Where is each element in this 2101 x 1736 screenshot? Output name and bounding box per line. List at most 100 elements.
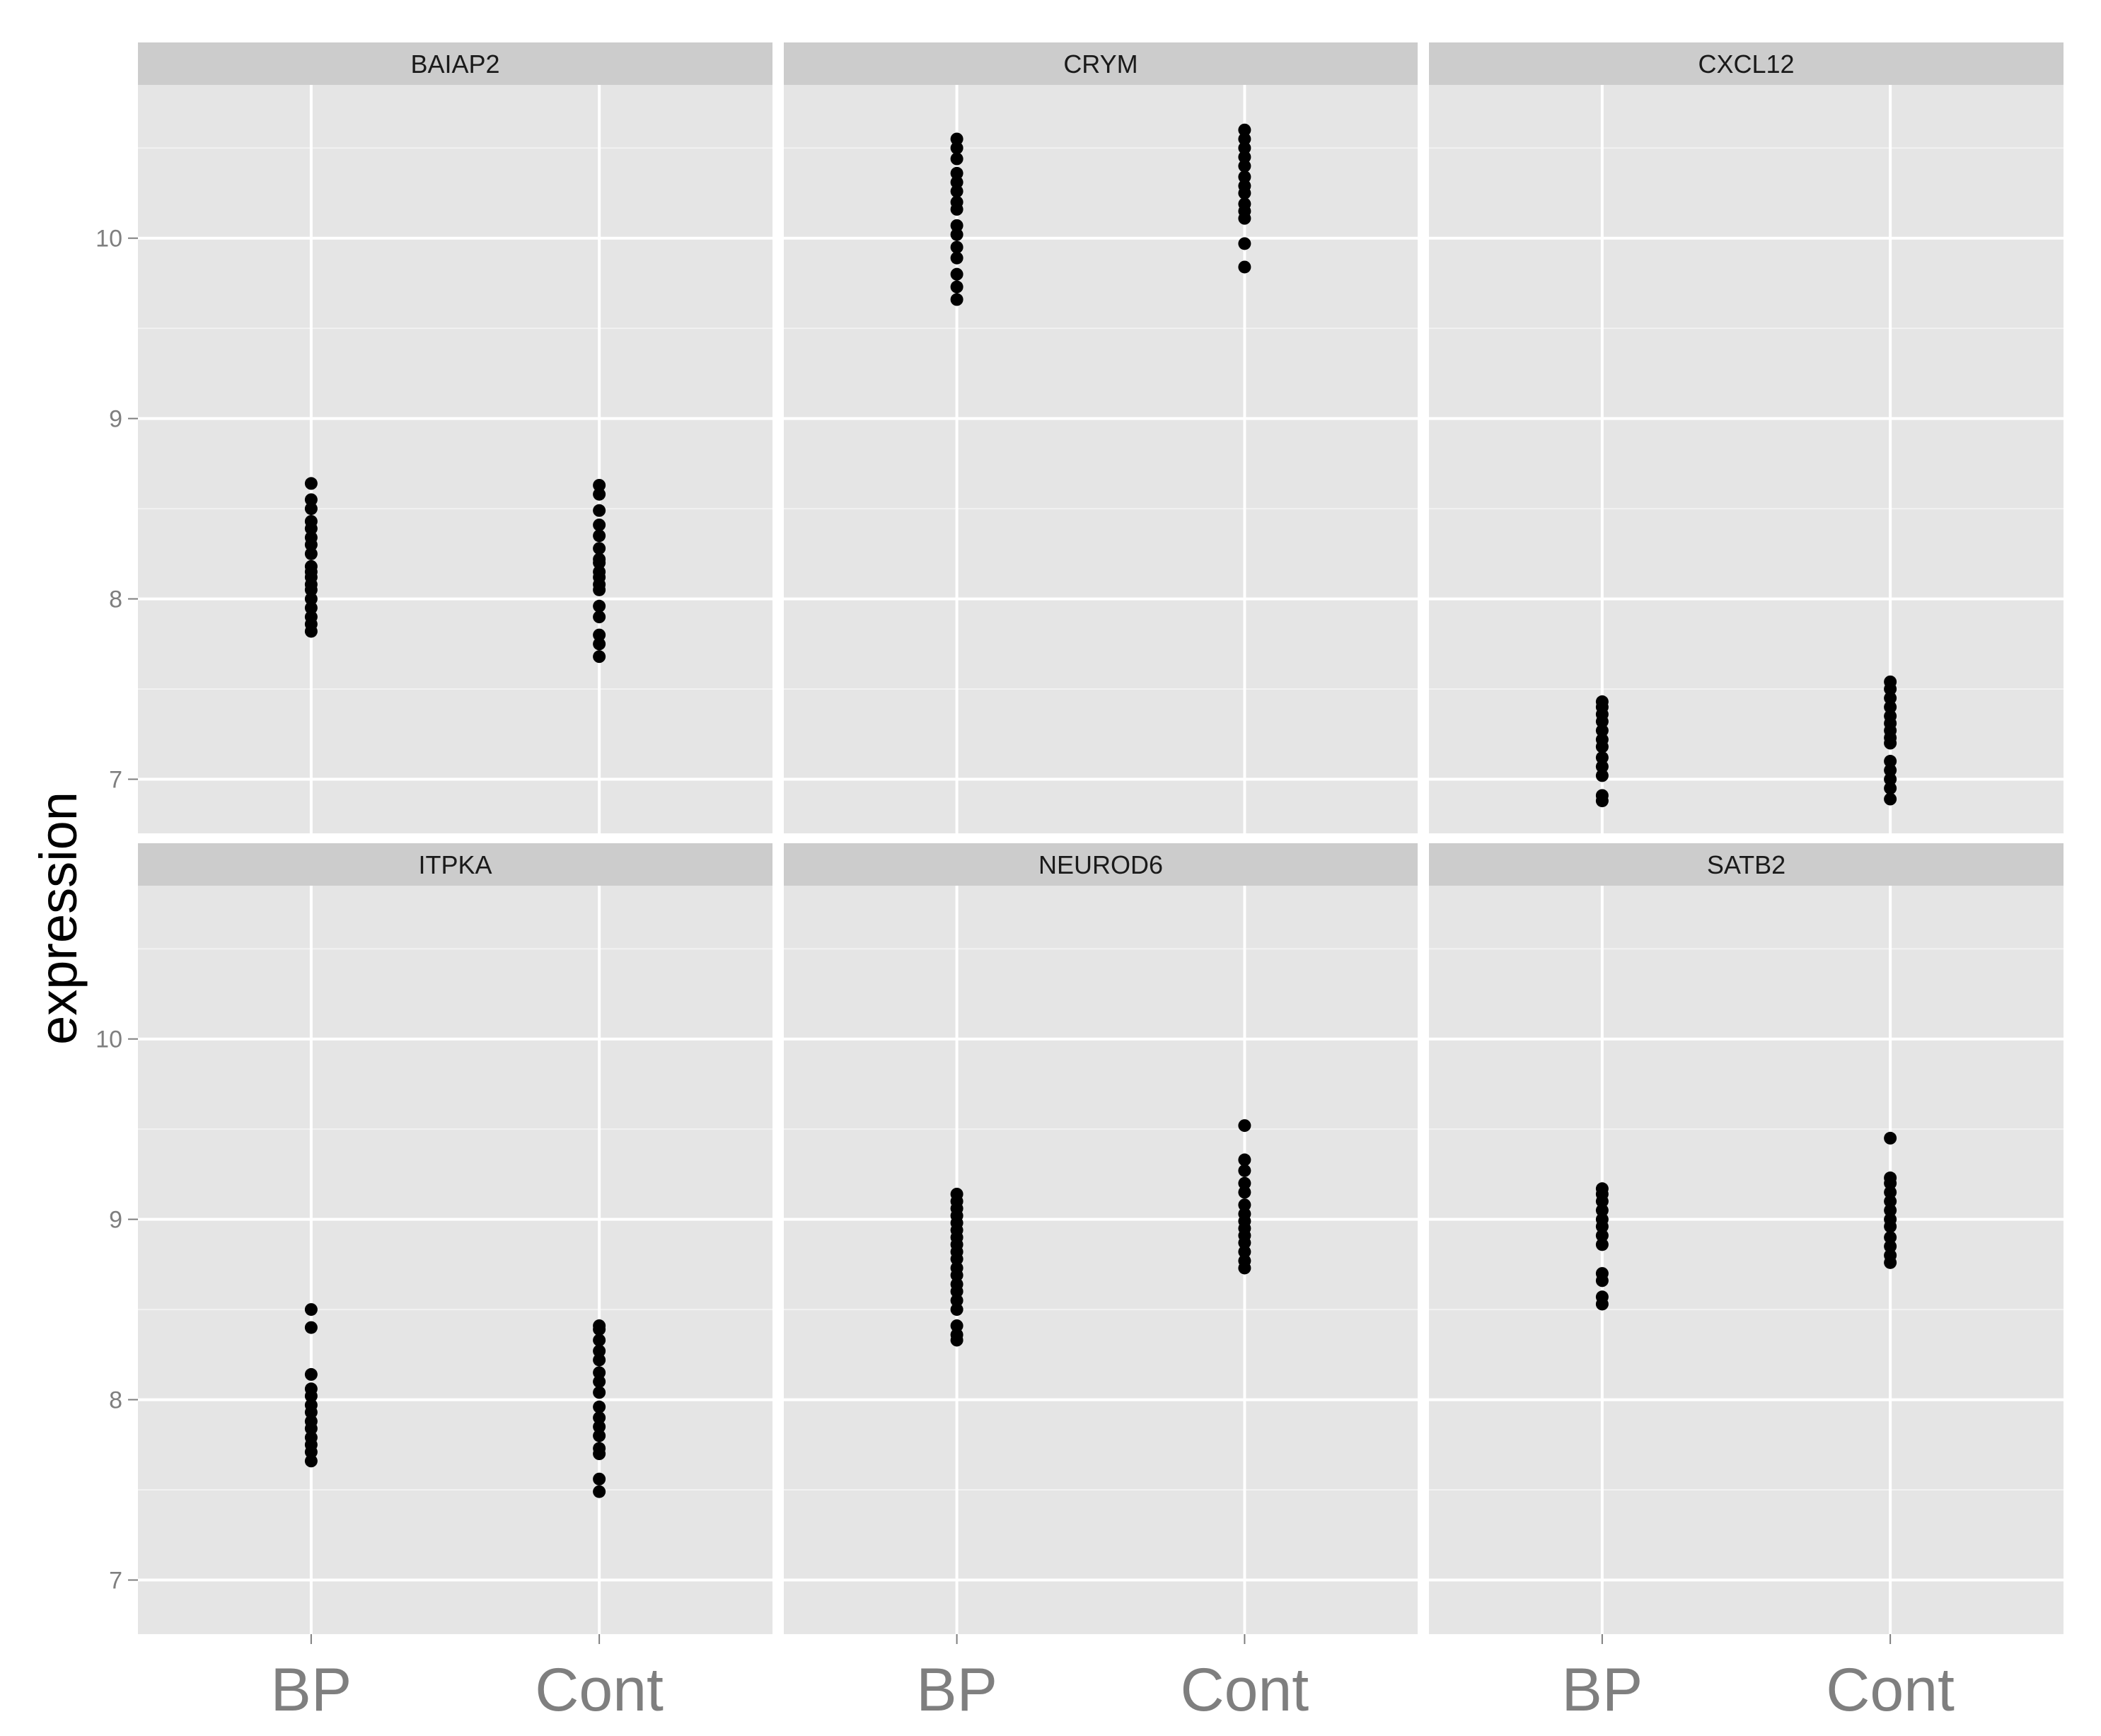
data-point-cont: [1238, 179, 1251, 192]
data-point-cont: [593, 529, 606, 543]
data-point-cont: [593, 1429, 606, 1442]
data-point-bp: [304, 547, 318, 560]
data-point-cont: [1238, 1245, 1251, 1258]
data-point-bp: [1595, 1182, 1609, 1196]
data-point-cont: [1884, 1186, 1897, 1199]
data-point-cont: [1238, 170, 1251, 184]
data-point-bp: [304, 1399, 318, 1412]
data-point-cont: [1884, 1131, 1897, 1145]
data-point-bp: [1595, 789, 1609, 802]
data-point-cont: [593, 1472, 606, 1486]
data-point-cont: [1884, 1195, 1897, 1208]
data-point-bp: [950, 175, 963, 189]
data-point-cont: [1238, 1254, 1251, 1268]
data-point-bp: [950, 1303, 963, 1317]
data-point-cont: [1238, 1119, 1251, 1133]
panel-background: [784, 85, 1418, 833]
data-point-cont: [1238, 1186, 1251, 1199]
data-point-bp: [1595, 769, 1609, 782]
data-point-cont: [593, 519, 606, 532]
data-point-cont: [1238, 123, 1251, 137]
data-point-bp: [304, 514, 318, 528]
facet-title: CXCL12: [1698, 50, 1794, 79]
data-point-bp: [304, 611, 318, 624]
data-point-cont: [593, 637, 606, 651]
data-point-bp: [1595, 1267, 1609, 1280]
axes: 7 8 9 10 7 8 9 10 BP Cont BP Cont BP Cont: [96, 226, 1955, 1724]
facet-crym: CRYM: [784, 42, 1418, 833]
y-tick-label: 7: [109, 1568, 122, 1595]
data-point-bp: [304, 1415, 318, 1428]
panel-background: [1429, 85, 2064, 833]
data-point-bp: [950, 280, 963, 294]
y-tick-label: 9: [109, 406, 122, 433]
data-point-cont: [593, 1411, 606, 1425]
data-point-bp: [1595, 751, 1609, 764]
data-point-cont: [593, 628, 606, 642]
data-point-cont: [1238, 1176, 1251, 1190]
y-tick-label: 8: [109, 1387, 122, 1414]
data-point-bp: [304, 531, 318, 544]
data-point-bp: [950, 241, 963, 254]
data-point-cont: [593, 487, 606, 501]
y-tick-label: 7: [109, 767, 122, 794]
data-point-cont: [593, 1420, 606, 1433]
data-point-cont: [1884, 792, 1897, 806]
facet-strip: [138, 42, 772, 85]
data-point-cont: [1884, 1203, 1897, 1217]
data-point-cont: [1238, 237, 1251, 250]
data-point-cont: [593, 1344, 606, 1358]
data-point-cont: [1884, 710, 1897, 723]
data-point-cont: [593, 1386, 606, 1399]
data-point-cont: [593, 478, 606, 492]
data-point-bp: [304, 1454, 318, 1468]
data-point-bp: [1595, 1238, 1609, 1251]
data-point-cont: [1884, 782, 1897, 795]
data-point-bp: [950, 1278, 963, 1291]
x-tick-label: BP: [1562, 1656, 1643, 1724]
panel-background: [784, 886, 1418, 1634]
data-point-cont: [1884, 1249, 1897, 1262]
panel-background: [138, 85, 772, 833]
data-point-cont: [1238, 159, 1251, 173]
data-point-cont: [593, 1400, 606, 1413]
data-point-cont: [1884, 763, 1897, 777]
data-point-cont: [593, 504, 606, 517]
data-point-cont: [593, 650, 606, 664]
x-tick-label: Cont: [535, 1656, 664, 1724]
x-tick-label: Cont: [1826, 1656, 1955, 1724]
data-point-cont: [593, 565, 606, 579]
data-point-cont: [1884, 1231, 1897, 1244]
data-point-cont: [1884, 755, 1897, 768]
data-point-bp: [950, 1328, 963, 1341]
data-point-bp: [1595, 724, 1609, 737]
data-point-bp: [950, 228, 963, 241]
data-point-bp: [950, 1187, 963, 1200]
data-point-bp: [1595, 695, 1609, 708]
data-point-bp: [1595, 760, 1609, 773]
facet-title: BAIAP2: [410, 50, 499, 79]
data-point-cont: [1238, 141, 1251, 155]
data-point-cont: [1884, 700, 1897, 714]
data-point-bp: [950, 1319, 963, 1333]
facet-strip: [138, 843, 772, 886]
data-point-bp: [304, 493, 318, 507]
panel-background: [138, 886, 772, 1634]
data-point-bp: [950, 185, 963, 198]
data-point-cont: [1884, 1213, 1897, 1226]
data-point-cont: [1238, 1198, 1251, 1212]
data-point-cont: [1238, 260, 1251, 274]
data-point-bp: [304, 1431, 318, 1445]
data-point-cont: [593, 1333, 606, 1347]
data-point-bp: [304, 1321, 318, 1334]
data-point-bp: [304, 1303, 318, 1317]
data-point-cont: [1238, 1207, 1251, 1220]
facet-neurod6: NEUROD6: [784, 843, 1418, 1634]
data-point-bp: [950, 141, 963, 155]
y-tick-label: 10: [96, 1026, 122, 1053]
data-point-bp: [1595, 1290, 1609, 1304]
data-point-bp: [1595, 733, 1609, 746]
facet-strip: [784, 843, 1418, 886]
data-point-bp: [950, 195, 963, 209]
